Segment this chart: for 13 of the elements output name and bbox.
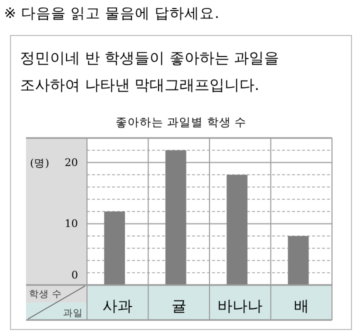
- y-tick-label: 0: [71, 270, 78, 282]
- x-tick-label: 바나나: [218, 298, 263, 315]
- text: 학생 수: [29, 289, 62, 300]
- chart-subtitle: 정민이네 반 학생들이 좋아하는 과일을 조사하여 나타낸 막대그래프입니다.: [20, 49, 280, 94]
- text: ※ 다음을 읽고 물음에 답하세요.: [4, 6, 220, 22]
- y-tick-label: 10: [64, 218, 78, 230]
- y-axis-title: (명): [30, 158, 50, 170]
- x-axis-title: 과일: [63, 308, 83, 319]
- y-tick-label: 20: [64, 156, 78, 169]
- chart-title: 좋아하는 과일별 학생 수: [116, 115, 246, 129]
- x-tick-label: 사과: [102, 298, 133, 315]
- x-tick-label: 배: [294, 298, 309, 315]
- x-tick-label: 귤: [171, 298, 186, 315]
